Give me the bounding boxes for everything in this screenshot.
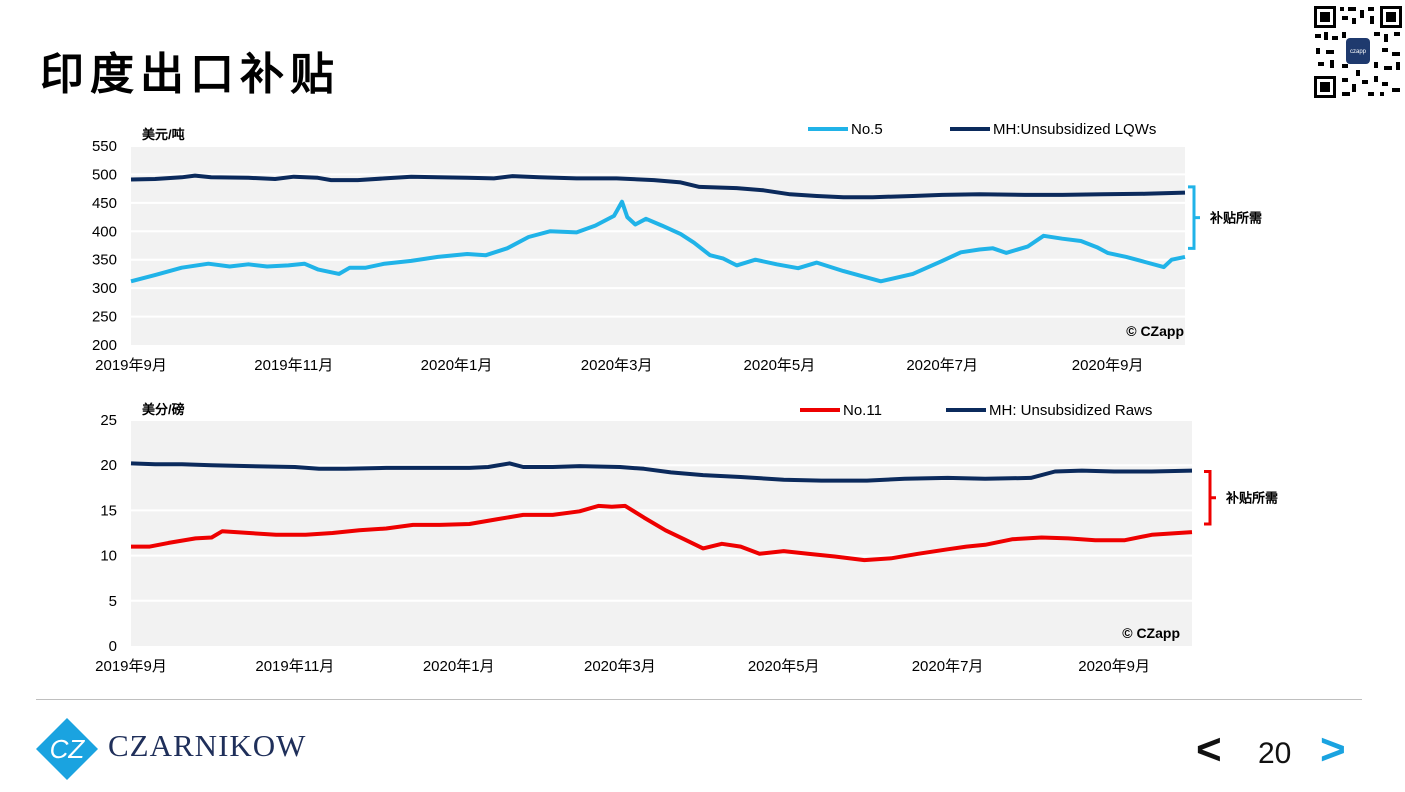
y-tick-label: 15 <box>100 502 117 519</box>
y-tick-label: 25 <box>100 412 117 429</box>
series-line <box>130 461 1193 483</box>
page-title: 印度出口补贴 <box>40 49 340 100</box>
x-tick-label: 2019年11月 <box>255 658 334 675</box>
y-tick-label: 20 <box>100 457 117 474</box>
chart-white-sugar: 200 250 300 350 400 450 500 550 2019年9月 2019年11月… <box>92 121 1262 374</box>
x-tick-label: 2020年5月 <box>744 357 816 374</box>
x-tick-label: 2020年5月 <box>748 658 820 675</box>
subsidy-bracket <box>1204 470 1212 526</box>
next-page-button[interactable]: > <box>1320 725 1346 774</box>
x-tick-label: 2020年3月 <box>584 658 656 675</box>
x-tick-label: 2019年9月 <box>95 658 167 675</box>
y-tick-label: 250 <box>92 309 117 326</box>
x-tick-label: 2020年7月 <box>912 658 984 675</box>
x-tick-label: 2020年3月 <box>581 357 653 374</box>
y-unit-label: 美元/吨 <box>142 127 185 142</box>
x-tick-label: 2020年1月 <box>421 357 493 374</box>
logo-monogram: CZ <box>50 734 86 764</box>
watermark: © CZapp <box>1122 625 1180 641</box>
y-tick-label: 5 <box>109 593 117 610</box>
x-tick-label: 2020年9月 <box>1072 357 1144 374</box>
watermark: © CZapp <box>1126 323 1184 339</box>
series-line <box>131 503 1193 563</box>
czarnikow-logo-icon: CZ <box>36 718 98 780</box>
y-tick-label: 300 <box>92 280 117 297</box>
x-tick-label: 2019年9月 <box>95 357 167 374</box>
y-tick-label: 400 <box>92 223 117 240</box>
x-tick-label: 2020年1月 <box>423 658 495 675</box>
x-tick-label: 2020年7月 <box>906 357 978 374</box>
y-tick-label: 200 <box>92 337 117 354</box>
footer-divider <box>36 699 1362 700</box>
series-line <box>130 199 1186 284</box>
y-tick-label: 500 <box>92 166 117 183</box>
y-tick-label: 550 <box>92 138 117 155</box>
brand-name: CZARNIKOW <box>108 728 307 763</box>
page-number: 20 <box>1258 737 1292 770</box>
qr-code-icon: czapp <box>1312 4 1404 100</box>
prev-page-button[interactable]: < <box>1196 725 1222 774</box>
series-line <box>130 173 1186 200</box>
y-tick-label: 350 <box>92 252 117 269</box>
legend-label: No.11 <box>843 402 882 419</box>
legend-label: MH: Unsubsidized Raws <box>989 402 1152 419</box>
bracket-label: 补贴所需 <box>1225 491 1278 506</box>
x-tick-label: 2019年11月 <box>254 357 333 374</box>
subsidy-bracket <box>1188 185 1196 250</box>
chart-raw-sugar: 0 5 10 15 20 25 2019年9月 2019年11月 2020年1月 2020年3月… <box>95 402 1278 675</box>
bracket-label: 补贴所需 <box>1209 211 1262 226</box>
y-unit-label: 美分/磅 <box>142 402 185 417</box>
legend-label: No.5 <box>851 121 883 138</box>
y-tick-label: 10 <box>100 548 117 565</box>
x-tick-label: 2020年9月 <box>1078 658 1150 675</box>
y-tick-label: 0 <box>109 638 117 655</box>
y-tick-label: 450 <box>92 195 117 212</box>
legend-label: MH:Unsubsidized LQWs <box>993 121 1156 138</box>
svg-text:czapp: czapp <box>1350 49 1367 55</box>
